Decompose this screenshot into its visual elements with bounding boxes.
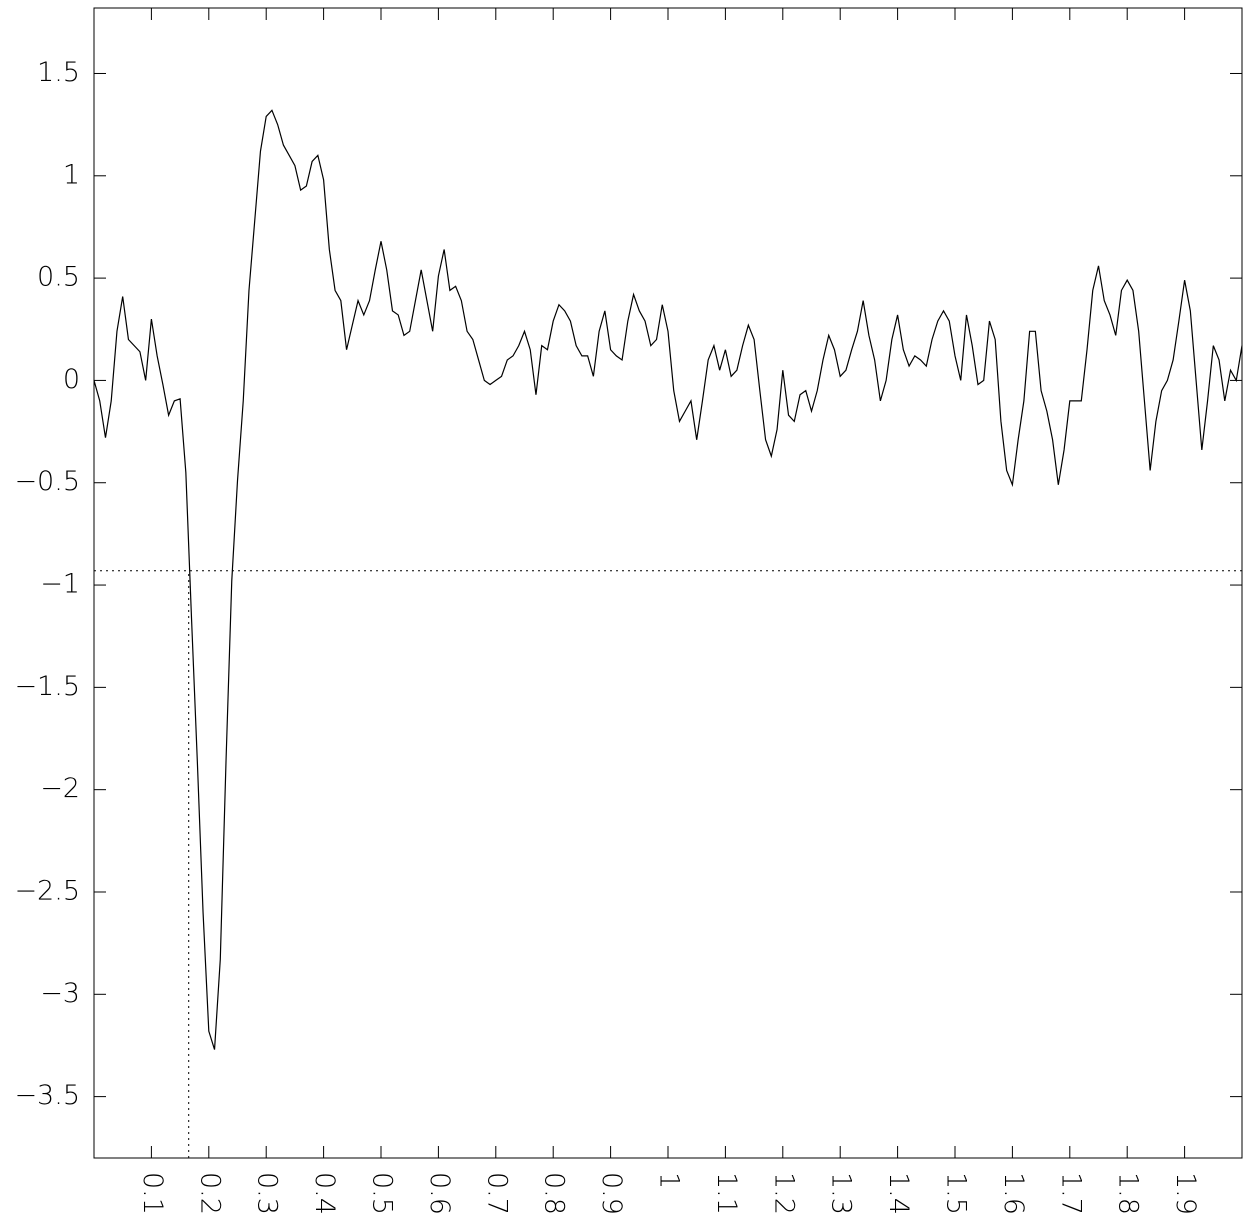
- x-tick-label: 0.7: [481, 1172, 512, 1215]
- x-tick-label: 1.7: [1055, 1172, 1086, 1215]
- y-tick-label: −1.5: [14, 671, 80, 702]
- y-tick-label: 1: [63, 159, 80, 190]
- x-tick-label: 0.9: [596, 1172, 627, 1215]
- y-tick-label: −2.5: [14, 875, 80, 906]
- y-tick-label: 0.5: [37, 262, 80, 293]
- x-tick-label: 1.4: [883, 1172, 914, 1215]
- y-tick-label: −2: [40, 773, 80, 804]
- x-tick-label: 1: [654, 1172, 685, 1189]
- x-tick-label: 0.2: [194, 1172, 225, 1215]
- y-tick-label: −1: [40, 569, 80, 600]
- x-tick-label: 1.2: [768, 1172, 799, 1215]
- y-tick-label: −3.5: [14, 1080, 80, 1111]
- x-tick-label: 1.6: [998, 1172, 1029, 1215]
- data-line: [93, 109, 1243, 1050]
- x-tick-label: 0.1: [137, 1172, 168, 1215]
- x-tick-label: 0.8: [539, 1172, 570, 1215]
- x-tick-label: 1.8: [1113, 1172, 1144, 1215]
- y-tick-label: −3: [40, 978, 80, 1009]
- x-tick-label: 1.1: [711, 1172, 742, 1215]
- x-tick-label: 0.5: [367, 1172, 398, 1215]
- plot-frame: [93, 7, 1243, 1159]
- x-tick-label: 1.3: [826, 1172, 857, 1215]
- x-tick-label: 0.6: [424, 1172, 455, 1215]
- y-tick-label: 1.5: [37, 57, 80, 88]
- x-tick-label: 1.5: [941, 1172, 972, 1215]
- x-tick-label: 1.9: [1170, 1172, 1201, 1215]
- y-tick-label: −0.5: [14, 466, 80, 497]
- x-tick-label: 0.3: [252, 1172, 283, 1215]
- y-tick-label: 0: [63, 364, 80, 395]
- x-tick-label: 0.4: [309, 1172, 340, 1215]
